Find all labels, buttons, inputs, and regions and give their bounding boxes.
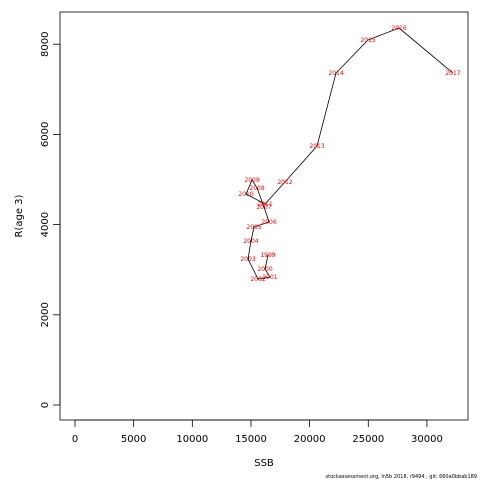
point-label: 2011: [257, 201, 272, 208]
y-tick-label: 2000: [40, 302, 51, 327]
point-label: 2012: [277, 179, 292, 186]
point-label: 2014: [328, 70, 343, 77]
plot-frame: [59, 11, 469, 421]
y-tick-label: 0: [40, 402, 51, 408]
x-tick-label: 30000: [411, 434, 443, 445]
point-label: 1999: [260, 252, 275, 259]
x-tick-label: 15000: [235, 434, 267, 445]
y-tick-label: 6000: [40, 122, 51, 147]
series-line: [245, 27, 454, 280]
x-tick-label: 25000: [352, 434, 384, 445]
point-label: 2010: [238, 191, 253, 198]
point-label: 2009: [244, 177, 259, 184]
y-axis-label: R(age 3): [14, 194, 25, 237]
point-label: 2000: [257, 266, 272, 273]
point-label: 2003: [240, 256, 255, 263]
footnote: stockassessment.org, ln5b 2018, r9494 , …: [326, 474, 477, 480]
point-label: 2017: [445, 70, 460, 77]
x-tick-label: 0: [72, 434, 78, 445]
x-tick-label: 5000: [121, 434, 146, 445]
point-label: 2002: [250, 276, 265, 283]
point-label: 2007: [256, 204, 271, 211]
point-label: 2015: [360, 37, 375, 44]
point-label: 2016: [391, 25, 406, 32]
x-tick-label: 20000: [294, 434, 326, 445]
y-tick-label: 4000: [40, 212, 51, 237]
point-label: 2006: [261, 219, 276, 226]
point-label: 2008: [249, 185, 264, 192]
x-axis-label: SSB: [254, 458, 274, 469]
point-label: 2005: [246, 224, 261, 231]
point-label: 2013: [309, 143, 324, 150]
x-tick-label: 10000: [176, 434, 208, 445]
y-tick-label: 8000: [40, 31, 51, 56]
point-label: 2001: [262, 274, 277, 281]
point-label: 2004: [243, 238, 258, 245]
